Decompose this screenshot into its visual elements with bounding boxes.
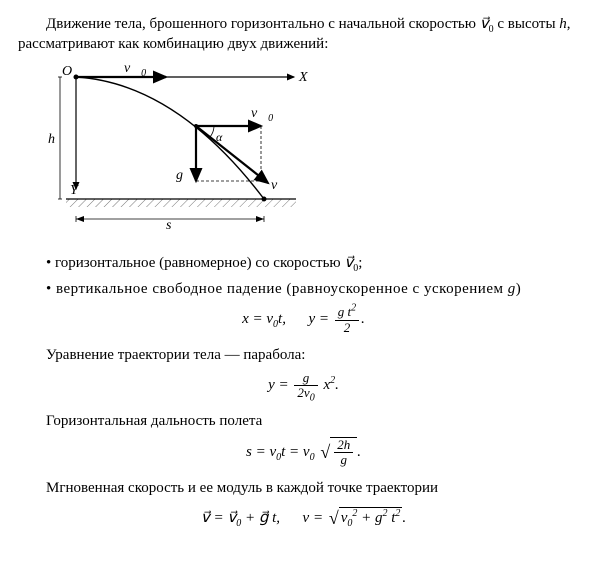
y-label: Y — [70, 183, 80, 198]
frac-g-2v0: g 2v0 — [294, 371, 317, 401]
intro-text: Движение тела, брошенного горизонтально … — [18, 14, 589, 55]
range-period: . — [357, 444, 361, 460]
vel-period: . — [402, 510, 406, 526]
formula-x: x = v0t, — [242, 311, 286, 327]
v-label: v⃗ — [271, 178, 288, 193]
range-text: Горизонтальная дальность полета — [18, 411, 589, 431]
gt-label: g⃗t — [176, 168, 199, 183]
sqrt-v: v02 + g2 t2 — [327, 504, 403, 528]
formula-trajectory: y = g 2v0 x2. — [18, 371, 589, 401]
vel-vec: v⃗ = v⃗0 + g⃗ t, — [201, 510, 280, 526]
traj-x2: x2. — [323, 377, 338, 393]
trajectory-diagram: X v⃗0 O Y h s v⃗0 g⃗t v⃗ α — [46, 61, 589, 237]
vel-mod: v = — [303, 510, 327, 526]
formula-xy: x = v0t, y = g t2 2 . — [18, 305, 589, 335]
origin-label: O — [62, 64, 72, 79]
trajectory-text: Уравнение траектории тела — парабола: — [18, 345, 589, 365]
ground-hatch — [66, 199, 296, 207]
h-label: h — [48, 132, 55, 147]
alpha-label: α — [216, 130, 223, 144]
bullet-horizontal: • горизонтальное (равномерное) со скорос… — [18, 253, 589, 273]
velocity-text: Мгновенная скорость и ее модуль в каждой… — [18, 478, 589, 498]
sqrt-2hg: 2hg — [318, 437, 357, 468]
frac-gt2: g t2 2 — [335, 305, 359, 335]
s-label: s — [166, 218, 172, 231]
trajectory-curve — [76, 77, 264, 199]
intro-span: Движение тела, брошенного горизонтально … — [18, 16, 571, 52]
bullet-vertical: • вертикальное свободное падение (равноу… — [18, 279, 589, 299]
traj-y: y = — [268, 377, 292, 393]
formula-velocity: v⃗ = v⃗0 + g⃗ t, v = v02 + g2 t2. — [18, 504, 589, 528]
range-left: s = v0t = v0 — [246, 444, 315, 460]
v-resultant — [196, 126, 268, 183]
formula-range: s = v0t = v0 2hg. — [18, 437, 589, 468]
formula-y: y = — [308, 311, 332, 327]
formula-y-period: . — [361, 311, 365, 327]
bullet1-span: • горизонтальное (равномерное) со скорос… — [46, 255, 362, 271]
v0-label-mid: v⃗0 — [251, 106, 273, 124]
bullet2-span: • вертикальное свободное падение (равноу… — [46, 281, 521, 297]
x-label: X — [298, 70, 308, 85]
